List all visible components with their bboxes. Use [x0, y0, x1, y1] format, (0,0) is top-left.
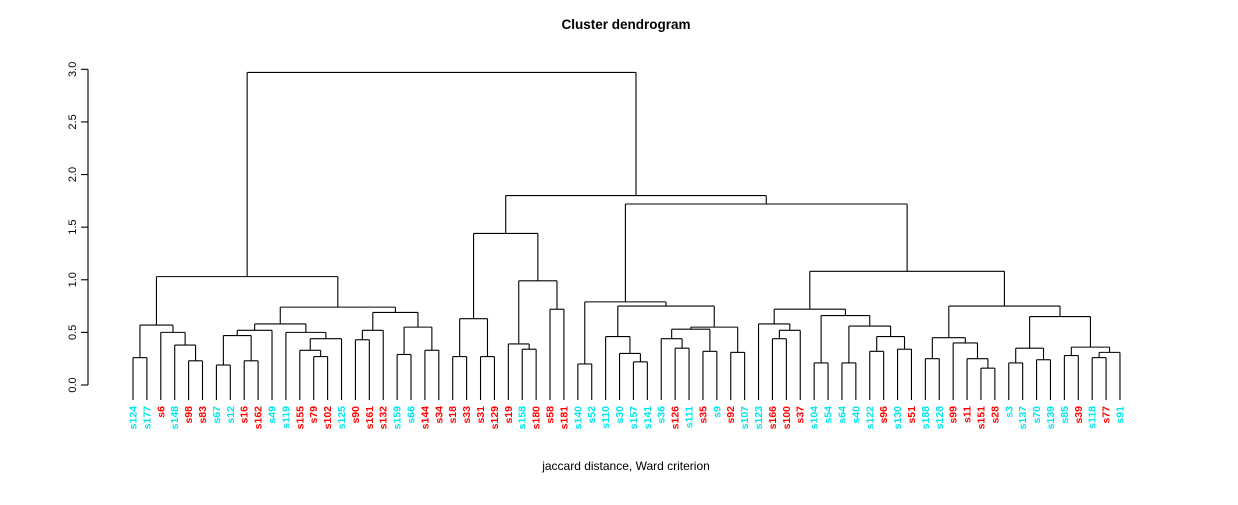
y-tick-label: 0.5 [67, 325, 79, 340]
leaf-label: s49 [267, 406, 279, 424]
leaf-label: s70 [1031, 406, 1043, 424]
leaf-label: s177 [141, 406, 153, 430]
leaf-label: s141 [642, 406, 654, 430]
leaf-label: s166 [767, 406, 779, 430]
leaf-label: s18 [447, 406, 459, 424]
leaf-label: s159 [392, 406, 404, 430]
leaf-label: s123 [753, 406, 765, 430]
leaf-label: s52 [586, 406, 598, 424]
leaf-label: s67 [211, 406, 223, 424]
leaf-label: s111 [684, 406, 696, 428]
leaf-label: s119 [280, 406, 292, 429]
leaf-label: s188 [920, 406, 932, 430]
leaf-label: s51 [906, 406, 918, 424]
leaf-label: s12 [225, 406, 237, 424]
leaf-label: s19 [503, 406, 515, 424]
y-tick-label: 1.5 [67, 220, 79, 235]
leaf-label: s54 [823, 406, 835, 424]
y-tick-label: 1.0 [67, 272, 79, 287]
leaf-label: s36 [656, 406, 668, 424]
leaf-label: s98 [183, 406, 195, 424]
leaf-label: s155 [294, 406, 306, 430]
leaf-label: s99 [948, 406, 960, 424]
leaf-label: s129 [489, 406, 501, 430]
leaf-label: s31 [475, 406, 487, 424]
leaf-label: s64 [836, 406, 848, 424]
leaf-label: s124 [128, 406, 140, 430]
leaf-label: s30 [614, 406, 626, 424]
leaf-label: s180 [531, 406, 543, 430]
leaf-label: s104 [809, 406, 821, 430]
leaf-label: s148 [169, 406, 181, 430]
leaf-label: s85 [1059, 406, 1071, 424]
leaf-label: s110 [600, 406, 612, 429]
leaf-label: s144 [419, 406, 431, 430]
leaf-label: s126 [670, 406, 682, 430]
chart-title: Cluster dendrogram [561, 17, 690, 32]
leaf-label: s118 [1087, 406, 1099, 429]
leaf-label: s181 [558, 406, 570, 430]
leaf-label: s28 [989, 406, 1001, 424]
leaf-label: s90 [350, 406, 362, 424]
leaf-label: s107 [739, 406, 751, 430]
leaf-label: s137 [1017, 406, 1029, 430]
leaf-label: s151 [975, 406, 987, 430]
leaf-label: s125 [336, 406, 348, 430]
leaf-label: s39 [1073, 406, 1085, 424]
leaf-label: s3 [1003, 406, 1015, 418]
leaf-label: s91 [1114, 406, 1126, 424]
leaf-labels: s124 s177 s6 s148 s98 s83 s67 s12 s16 s162 s49 s119… [128, 406, 1127, 430]
leaf-label: s157 [628, 406, 640, 430]
leaf-label: s122 [864, 406, 876, 430]
y-tick-label: 2.0 [67, 167, 79, 182]
leaf-label: s37 [795, 406, 807, 424]
leaf-label: s6 [155, 406, 167, 418]
leaf-label: s16 [239, 406, 251, 424]
leaf-label: s79 [308, 406, 320, 424]
leaf-label: s33 [461, 406, 473, 424]
leaf-label: s35 [697, 406, 709, 424]
leaf-label: s130 [892, 406, 904, 430]
chart-subtitle: jaccard distance, Ward criterion [541, 459, 710, 473]
leaf-label: s100 [781, 406, 793, 430]
y-tick-label: 3.0 [67, 62, 79, 77]
leaf-label: s102 [322, 406, 334, 430]
leaf-label: s161 [364, 406, 376, 430]
leaf-label: s40 [850, 406, 862, 424]
leaf-label: s83 [197, 406, 209, 424]
dendrogram-tree [132, 71, 1121, 400]
leaf-label: s77 [1101, 406, 1113, 424]
y-axis: 0.0 0.5 1.0 1.5 2.0 2.5 3.0 [67, 62, 89, 393]
leaf-label: s34 [433, 406, 445, 424]
leaf-label: s96 [878, 406, 890, 424]
leaf-label: s132 [378, 406, 390, 430]
y-tick-label: 0.0 [67, 377, 79, 392]
leaf-label: s139 [1045, 406, 1057, 430]
leaf-label: s140 [572, 406, 584, 430]
leaf-label: s128 [934, 406, 946, 430]
leaf-label: s162 [253, 406, 265, 430]
leaf-label: s92 [725, 406, 737, 424]
leaf-label: s11 [962, 406, 974, 423]
leaf-label: s66 [406, 406, 418, 424]
y-tick-label: 2.5 [67, 114, 79, 129]
leaf-label: s58 [545, 406, 557, 424]
leaf-label: s158 [517, 406, 529, 430]
leaf-label: s9 [711, 406, 723, 418]
